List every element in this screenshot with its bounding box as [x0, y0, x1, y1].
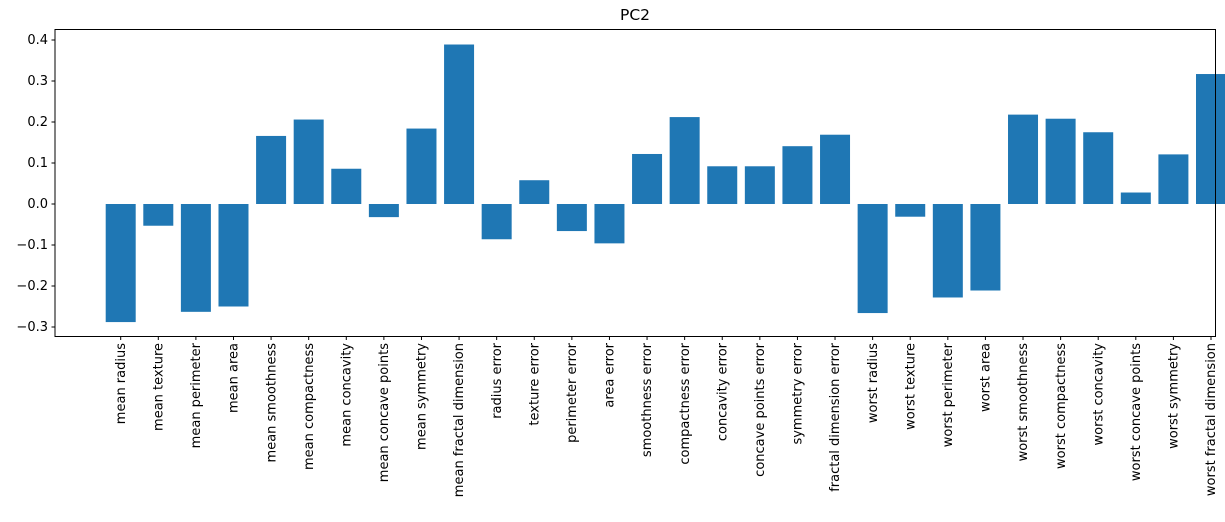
bar: [143, 204, 174, 226]
y-tick-label: −0.1: [16, 238, 48, 253]
y-tick-label: 0.3: [27, 74, 48, 89]
x-tick-label: mean concave points: [377, 343, 392, 482]
bar: [556, 204, 587, 232]
bar: [744, 166, 775, 204]
x-tick-label: symmetry error: [791, 342, 806, 444]
x-tick-label: radius error: [490, 342, 505, 418]
x-tick-label: area error: [603, 342, 618, 407]
bar: [594, 204, 625, 244]
bar: [895, 204, 926, 217]
y-tick-label: 0.4: [27, 33, 48, 48]
x-tick-label: worst fractal dimension: [1204, 343, 1219, 496]
x-tick-label: concavity error: [715, 342, 730, 441]
bar: [519, 180, 550, 204]
bar: [857, 204, 888, 314]
bar: [256, 135, 287, 204]
x-tick-label: mean texture: [151, 343, 166, 431]
x-tick-label: worst texture: [903, 343, 918, 430]
x-tick-label: smoothness error: [640, 342, 655, 457]
bar: [932, 204, 963, 298]
bar: [444, 44, 475, 205]
x-tick-label: compactness error: [678, 342, 693, 464]
chart-title: PC2: [620, 6, 650, 24]
bar: [331, 168, 362, 204]
x-tick-label: mean perimeter: [189, 342, 204, 448]
y-tick-label: 0.2: [27, 115, 48, 130]
bar: [1158, 154, 1189, 204]
bar: [1045, 118, 1076, 204]
x-tick-label: worst symmetry: [1167, 343, 1182, 449]
bar: [970, 204, 1001, 291]
bar: [293, 119, 324, 204]
x-tick-label: mean symmetry: [415, 343, 430, 450]
x-tick-label: worst radius: [866, 343, 881, 423]
plot-frame: [54, 29, 1216, 337]
x-tick-label: fractal dimension error: [828, 342, 843, 491]
bar: [1008, 114, 1039, 204]
y-tick-label: −0.3: [16, 320, 48, 335]
bar: [218, 204, 249, 307]
x-tick-label: worst concavity: [1091, 343, 1106, 446]
x-tick-label: concave points error: [753, 342, 768, 476]
y-tick-label: −0.2: [16, 279, 48, 294]
x-tick-label: worst perimeter: [941, 342, 956, 447]
x-tick-label: worst area: [979, 343, 994, 412]
plot-area: 0.4 0.3 0.2 0.1 0.0 −0.1 −0.2 −0.3 mean radius me…: [16, 33, 1225, 497]
bar: [1196, 74, 1225, 204]
x-tick-label: mean radius: [114, 343, 129, 424]
bar: [707, 166, 738, 204]
bar: [1120, 192, 1151, 204]
bar: [406, 128, 437, 204]
x-tick-label: mean concavity: [339, 343, 354, 447]
bar: [481, 204, 512, 240]
bar: [669, 117, 700, 204]
x-tick-label: perimeter error: [565, 342, 580, 443]
bar: [1083, 132, 1114, 204]
bar: [820, 134, 851, 204]
bar: [782, 146, 813, 204]
y-tick-label: 0.0: [27, 197, 48, 212]
x-tick-label: worst compactness: [1054, 343, 1069, 469]
y-tick-label: 0.1: [27, 156, 48, 171]
bar: [105, 204, 136, 323]
bar: [368, 204, 399, 218]
x-tick-label: mean fractal dimension: [452, 343, 467, 497]
x-tick-label: texture error: [527, 342, 542, 425]
x-tick-label: worst smoothness: [1016, 343, 1031, 462]
x-tick-label: mean smoothness: [264, 343, 279, 463]
x-tick-label: mean compactness: [302, 343, 317, 470]
bar: [632, 153, 663, 204]
bar: [180, 204, 211, 312]
x-tick-label: worst concave points: [1129, 343, 1144, 481]
x-tick-label: mean area: [227, 343, 242, 413]
